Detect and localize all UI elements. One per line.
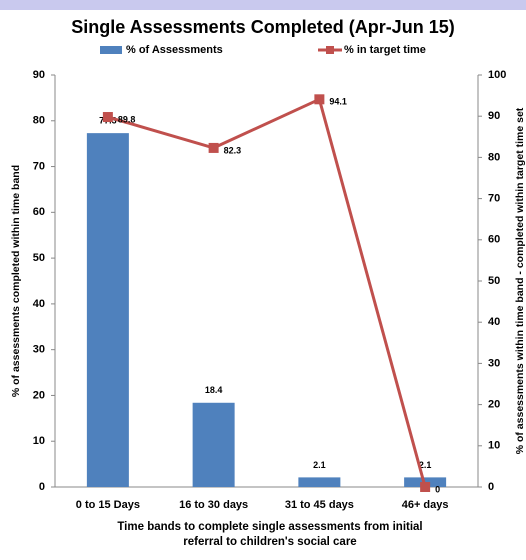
chart-title: Single Assessments Completed (Apr-Jun 15… (71, 17, 454, 37)
y-tick-label: 20 (33, 389, 45, 401)
line-value-label: 94.1 (329, 97, 347, 107)
line-value-label: 0 (435, 484, 440, 494)
y-tick-label: 40 (33, 298, 45, 310)
y2-tick-label: 80 (488, 151, 500, 163)
line-marker (102, 112, 113, 123)
y2-tick-label: 60 (488, 234, 500, 246)
y2-tick-label: 90 (488, 110, 500, 122)
bar (86, 133, 129, 488)
y2-tick-label: 40 (488, 316, 500, 328)
y-tick-label: 70 (33, 160, 45, 172)
x-tick-label: 31 to 45 days (285, 499, 354, 511)
y-tick-label: 60 (33, 206, 45, 218)
line-value-label: 82.3 (224, 145, 242, 155)
y2-tick-label: 30 (488, 357, 500, 369)
x-tick-label: 0 to 15 Days (76, 499, 140, 511)
line-marker (208, 142, 219, 153)
line-marker (420, 482, 431, 492)
legend-marker (326, 46, 334, 54)
x-axis-label: Time bands to complete single assessment… (117, 521, 423, 548)
legend-label: % in target time (344, 44, 426, 56)
bar-value-label: 2.1 (419, 460, 432, 470)
x-tick-label: 46+ days (402, 499, 449, 511)
bar-value-label: 2.1 (313, 460, 326, 470)
y-tick-label: 50 (33, 252, 45, 264)
y-axis-label: % of assessments completed within time b… (10, 165, 22, 397)
x-tick-label: 16 to 30 days (179, 499, 248, 511)
y2-tick-label: 70 (488, 193, 500, 205)
y2-axis-label: % of assessments within time band - comp… (514, 107, 526, 454)
line-value-label: 89.8 (118, 114, 136, 124)
line (107, 97, 427, 488)
bar-value-label: 18.4 (205, 385, 223, 395)
y2-tick-label: 100 (488, 69, 506, 81)
y2-tick-label: 10 (488, 440, 500, 452)
legend-label: % of Assessments (126, 44, 223, 56)
y-tick-label: 30 (33, 344, 45, 356)
bar (192, 402, 235, 487)
y2-tick-label: 50 (488, 275, 500, 287)
y2-tick-label: 0 (488, 481, 494, 493)
y-tick-label: 90 (33, 69, 45, 81)
y-tick-label: 0 (39, 481, 45, 493)
y-tick-label: 80 (33, 115, 45, 127)
y-tick-label: 10 (33, 435, 45, 447)
line-marker (314, 94, 325, 105)
bar (298, 477, 341, 487)
legend-swatch (100, 46, 122, 54)
top-band (0, 0, 526, 10)
y2-tick-label: 20 (488, 399, 500, 411)
